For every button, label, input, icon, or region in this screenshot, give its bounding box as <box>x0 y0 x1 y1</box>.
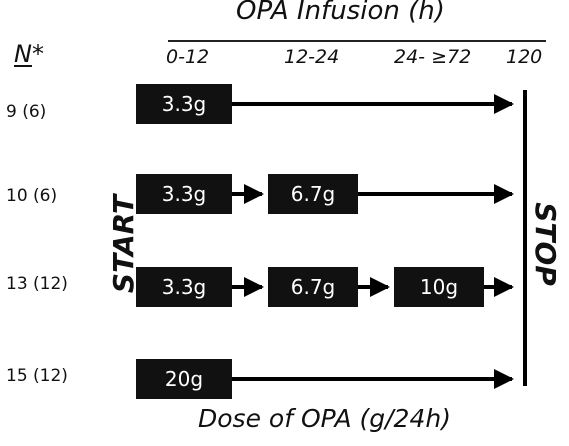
n-header: N* <box>14 40 44 68</box>
row-label-4: 15 (12) <box>6 366 68 386</box>
n-suffix: * <box>31 40 44 68</box>
row-label-2: 10 (6) <box>6 186 58 206</box>
column-label-120: 120 <box>506 46 543 68</box>
dose-box-row1-1: 3.3g <box>136 84 232 124</box>
row-label-3: 13 (12) <box>6 274 68 294</box>
row-label-1: 9 (6) <box>6 102 47 122</box>
dose-box-row2-1: 3.3g <box>136 174 232 214</box>
title-underline <box>168 40 546 42</box>
dose-box-row4-1: 20g <box>136 359 232 399</box>
dose-box-row3-1: 3.3g <box>136 267 232 307</box>
n-label: N <box>14 40 32 68</box>
column-label-0-12: 0-12 <box>166 46 210 68</box>
dose-box-row3-3: 10g <box>394 267 484 307</box>
column-label-24-72: 24- ≥72 <box>394 46 472 68</box>
dose-box-row2-2: 6.7g <box>268 174 358 214</box>
dose-box-row3-2: 6.7g <box>268 267 358 307</box>
column-label-12-24: 12-24 <box>284 46 340 68</box>
diagram-title: OPA Infusion (h) <box>236 0 445 26</box>
footer-caption: Dose of OPA (g/24h) <box>198 404 451 433</box>
